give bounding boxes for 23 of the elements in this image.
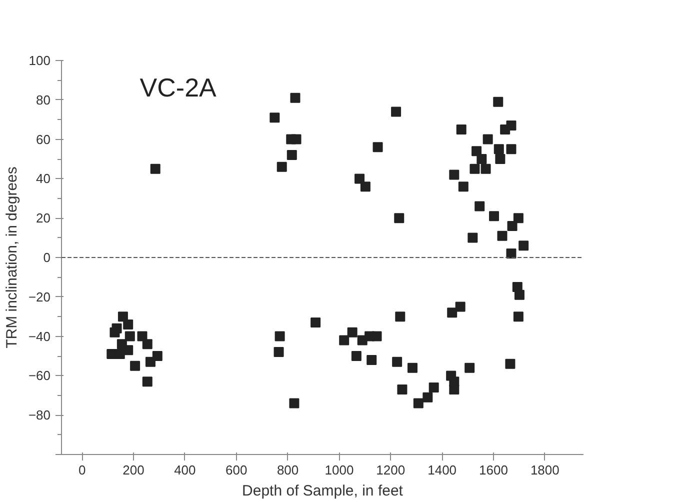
- x-tick-label: 1000: [324, 462, 354, 478]
- y-tick-label: 40: [36, 171, 51, 186]
- y-tick-label: 100: [28, 53, 51, 68]
- y-tick-label: 60: [36, 132, 51, 147]
- text: VC-2A: [140, 72, 218, 102]
- y-tick-label: 20: [36, 210, 51, 226]
- y-tick-label: 80: [36, 92, 51, 108]
- x-tick-label: 400: [174, 462, 196, 478]
- x-tick-label: 600: [226, 462, 248, 478]
- y-axis-title: TRM inclination, in degrees: [3, 166, 20, 348]
- y-tick-label: −80: [28, 408, 51, 423]
- x-axis-title: Depth of Sample, in feet: [242, 482, 404, 500]
- x-tick-label: 1200: [376, 462, 406, 478]
- x-tick-label: 800: [276, 462, 299, 478]
- x-tick-label: 1800: [530, 462, 560, 478]
- y-tick-label: 0: [43, 250, 51, 265]
- x-tick-label: 1600: [479, 462, 508, 478]
- x-tick-label: 1400: [428, 462, 457, 478]
- y-tick-label: −20: [28, 289, 51, 304]
- y-tick-label: −60: [28, 368, 51, 384]
- y-tick-label: −40: [28, 328, 51, 344]
- x-tick-label: 0: [78, 462, 86, 478]
- x-tick-label: 200: [122, 462, 144, 478]
